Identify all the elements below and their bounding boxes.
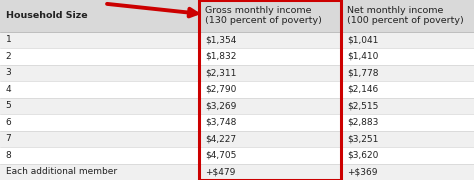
Text: 8: 8 [6, 151, 11, 160]
Text: $1,832: $1,832 [205, 52, 236, 61]
Text: $3,251: $3,251 [347, 134, 378, 143]
Text: 1: 1 [6, 35, 11, 44]
Text: 4: 4 [6, 85, 11, 94]
Bar [0, 130, 474, 147]
Bar [0, 98, 474, 114]
Text: $2,790: $2,790 [205, 85, 236, 94]
Text: $3,620: $3,620 [347, 151, 378, 160]
Text: Gross monthly income
(130 percent of poverty): Gross monthly income (130 percent of pov… [205, 6, 322, 25]
Text: 7: 7 [6, 134, 11, 143]
Text: Each additional member: Each additional member [6, 167, 117, 176]
Bar [0, 81, 474, 98]
Bar [0, 48, 474, 64]
Bar [0, 147, 474, 163]
Text: $3,748: $3,748 [205, 118, 236, 127]
Text: $1,410: $1,410 [347, 52, 378, 61]
Text: 2: 2 [6, 52, 11, 61]
Bar [0, 64, 474, 81]
Text: $1,354: $1,354 [205, 35, 236, 44]
Text: 3: 3 [6, 68, 11, 77]
Text: $2,883: $2,883 [347, 118, 378, 127]
Text: Net monthly income
(100 percent of poverty): Net monthly income (100 percent of pover… [347, 6, 464, 25]
Text: $1,778: $1,778 [347, 68, 378, 77]
Text: $4,705: $4,705 [205, 151, 236, 160]
Text: Household Size: Household Size [6, 11, 87, 20]
Text: $1,041: $1,041 [347, 35, 378, 44]
Text: $3,269: $3,269 [205, 101, 236, 110]
Bar [0, 0, 474, 31]
Text: $4,227: $4,227 [205, 134, 236, 143]
Text: +$479: +$479 [205, 167, 235, 176]
Text: 6: 6 [6, 118, 11, 127]
Text: 5: 5 [6, 101, 11, 110]
Bar [0, 31, 474, 48]
Bar [0, 163, 474, 180]
Text: +$369: +$369 [347, 167, 377, 176]
Bar [199, 0, 341, 180]
Text: $2,515: $2,515 [347, 101, 378, 110]
Text: $2,146: $2,146 [347, 85, 378, 94]
Text: $2,311: $2,311 [205, 68, 236, 77]
Bar [0, 114, 474, 130]
